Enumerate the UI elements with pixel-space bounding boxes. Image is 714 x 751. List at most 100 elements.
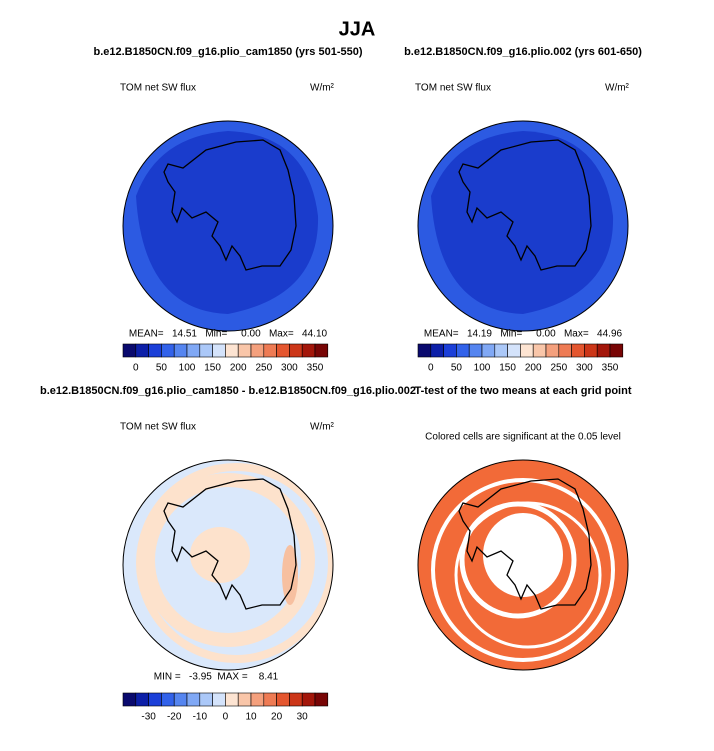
colorbar-box xyxy=(481,343,496,358)
colorbar-box xyxy=(135,343,149,358)
map xyxy=(418,460,628,670)
colorbar-box xyxy=(289,692,303,707)
colorbar-label: 350 xyxy=(307,363,324,374)
colorbar-box xyxy=(609,343,624,358)
contour-band xyxy=(136,131,319,314)
colorbar-box xyxy=(250,692,265,707)
colorbar-label: 200 xyxy=(525,363,542,374)
colorbar-box xyxy=(430,343,444,358)
colorbar-box xyxy=(545,343,560,358)
map xyxy=(418,121,628,331)
colorbar-label: -20 xyxy=(167,712,182,723)
colorbar-label: -10 xyxy=(193,712,208,723)
colorbar-box xyxy=(301,343,316,358)
stats: MEAN= 14.51 Min= 0.00 Max= 44.10 xyxy=(129,329,328,340)
colorbar-box xyxy=(558,343,572,358)
colorbar-box xyxy=(250,343,265,358)
colorbar-label: 150 xyxy=(499,363,516,374)
colorbar-box xyxy=(173,692,188,707)
colorbar-box xyxy=(122,343,137,358)
map xyxy=(123,460,333,670)
contour-band xyxy=(136,463,333,663)
colorbar-label: 300 xyxy=(576,363,593,374)
colorbar-box xyxy=(135,692,149,707)
colorbar-label: 300 xyxy=(281,363,298,374)
colorbar-box xyxy=(314,692,329,707)
panel-title: T-test of the two means at each grid poi… xyxy=(415,385,632,397)
colorbar-box xyxy=(596,343,611,358)
colorbar-label: 10 xyxy=(245,712,257,723)
contour-band xyxy=(431,478,615,662)
panel-title: b.e12.B1850CN.f09_g16.plio_cam1850 (yrs … xyxy=(93,46,362,58)
colorbar-box xyxy=(173,343,188,358)
colorbar-box xyxy=(161,343,175,358)
colorbar-label: 200 xyxy=(230,363,247,374)
colorbar-box xyxy=(186,343,201,358)
colorbar-box xyxy=(199,343,213,358)
colorbar-label: 100 xyxy=(474,363,491,374)
panel-title: b.e12.B1850CN.f09_g16.plio.002 (yrs 601-… xyxy=(404,46,642,58)
colorbar-box xyxy=(584,343,598,358)
colorbar-box xyxy=(443,343,457,358)
colorbar-label: 0 xyxy=(428,363,434,374)
colorbar-box xyxy=(148,692,162,707)
colorbar-box xyxy=(237,343,252,358)
colorbar-box xyxy=(225,343,239,358)
stats: MEAN= 14.19 Min= 0.00 Max= 44.96 xyxy=(424,329,623,340)
panel-title: b.e12.B1850CN.f09_g16.plio_cam1850 - b.e… xyxy=(40,385,416,397)
colorbar-label: 0 xyxy=(223,712,229,723)
non-significant xyxy=(483,513,563,597)
colorbar-box xyxy=(532,343,547,358)
colorbar-label: -30 xyxy=(141,712,156,723)
colorbar-label: 350 xyxy=(602,363,619,374)
colorbar-box xyxy=(468,343,483,358)
left-string: TOM net SW flux xyxy=(120,83,196,94)
colorbar-box xyxy=(263,343,277,358)
map xyxy=(123,121,333,331)
left-string: TOM net SW flux xyxy=(120,422,196,433)
figure-title: JJA xyxy=(339,18,376,40)
colorbar-box xyxy=(276,343,290,358)
colorbar-box xyxy=(212,343,226,358)
colorbar-label: 150 xyxy=(204,363,221,374)
units: W/m² xyxy=(605,83,630,94)
colorbar-box xyxy=(301,692,316,707)
colorbar-box xyxy=(186,692,201,707)
colorbar-box xyxy=(161,692,175,707)
colorbar-box xyxy=(520,343,534,358)
units: W/m² xyxy=(310,422,335,433)
colorbar-box xyxy=(571,343,585,358)
colorbar-box xyxy=(417,343,432,358)
colorbar-label: 250 xyxy=(255,363,272,374)
map-border xyxy=(122,120,334,332)
colorbar-label: 50 xyxy=(156,363,168,374)
colorbar-box xyxy=(148,343,162,358)
map-border xyxy=(417,120,629,332)
stats: MIN = -3.95 MAX = 8.41 xyxy=(154,672,279,683)
left-string: TOM net SW flux xyxy=(415,83,491,94)
center-string: Colored cells are significant at the 0.0… xyxy=(425,432,621,443)
colorbar-box xyxy=(199,692,213,707)
colorbar-box xyxy=(237,692,252,707)
colorbar-box xyxy=(456,343,470,358)
colorbar-box xyxy=(212,692,226,707)
colorbar-label: 0 xyxy=(133,363,139,374)
contour-band xyxy=(282,545,298,605)
colorbar-box xyxy=(225,692,239,707)
colorbar-label: 30 xyxy=(297,712,309,723)
map-border xyxy=(417,459,629,671)
units: W/m² xyxy=(310,83,335,94)
contour-band xyxy=(141,473,315,647)
colorbar-box xyxy=(494,343,508,358)
contour-band xyxy=(459,501,577,619)
colorbar-box xyxy=(507,343,521,358)
map-border xyxy=(122,459,334,671)
colorbar-label: 250 xyxy=(550,363,567,374)
colorbar-box xyxy=(122,692,137,707)
colorbar-label: 20 xyxy=(271,712,283,723)
colorbar-label: 50 xyxy=(451,363,463,374)
colorbar-box xyxy=(276,692,290,707)
colorbar-box xyxy=(263,692,277,707)
contour-band xyxy=(431,131,614,314)
